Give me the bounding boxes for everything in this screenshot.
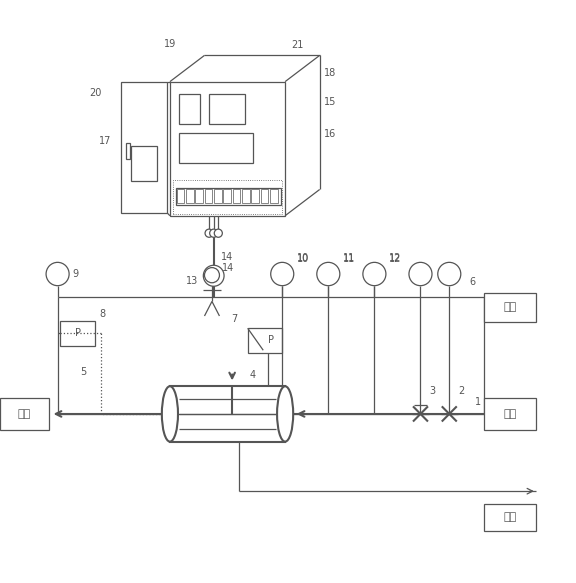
Ellipse shape: [162, 387, 178, 442]
Text: 21: 21: [291, 40, 303, 50]
Bar: [0, 398, 49, 430]
Bar: [214, 189, 222, 203]
Text: 10: 10: [297, 254, 309, 265]
Text: 蒸汽: 蒸汽: [503, 302, 517, 312]
Bar: [233, 189, 240, 203]
Bar: [205, 189, 213, 203]
Circle shape: [203, 265, 224, 286]
Text: 3: 3: [429, 385, 435, 396]
Circle shape: [204, 268, 219, 283]
Circle shape: [271, 262, 294, 286]
Text: 20: 20: [89, 88, 101, 99]
Bar: [223, 189, 231, 203]
Bar: [484, 398, 536, 430]
Text: 9: 9: [72, 269, 78, 279]
Bar: [177, 189, 184, 203]
Circle shape: [46, 262, 69, 286]
Text: 6: 6: [469, 277, 476, 287]
Text: 13: 13: [186, 276, 198, 286]
Text: 8: 8: [100, 309, 106, 319]
Text: 10: 10: [297, 252, 309, 263]
Text: 14: 14: [222, 263, 234, 273]
Text: 15: 15: [324, 97, 336, 107]
Bar: [179, 94, 200, 124]
Circle shape: [210, 229, 218, 237]
Bar: [484, 293, 536, 322]
Text: 11: 11: [343, 254, 355, 265]
Bar: [270, 189, 278, 203]
Text: 14: 14: [221, 251, 233, 262]
Text: 11: 11: [343, 252, 355, 263]
Bar: [170, 82, 285, 216]
Circle shape: [363, 262, 386, 286]
Text: 17: 17: [99, 136, 111, 146]
Text: 2: 2: [458, 385, 464, 396]
Circle shape: [205, 229, 213, 237]
Bar: [121, 82, 167, 213]
Text: 18: 18: [324, 68, 336, 78]
Bar: [173, 180, 282, 214]
Text: 液氯: 液氯: [503, 409, 517, 419]
Text: 5: 5: [81, 367, 87, 377]
Bar: [186, 189, 194, 203]
Text: 蒸汽: 蒸汽: [503, 512, 517, 522]
Circle shape: [409, 262, 432, 286]
Text: P: P: [268, 335, 274, 346]
Bar: [131, 146, 157, 181]
Bar: [484, 504, 536, 531]
Text: 12: 12: [389, 254, 401, 265]
Text: 4: 4: [249, 370, 256, 380]
Text: 氯气: 氯气: [18, 409, 31, 419]
Circle shape: [214, 229, 222, 237]
Circle shape: [317, 262, 340, 286]
Bar: [170, 386, 285, 442]
Bar: [126, 143, 130, 159]
Text: 19: 19: [164, 38, 176, 49]
Bar: [60, 321, 95, 346]
Bar: [179, 133, 253, 163]
Bar: [261, 189, 268, 203]
Ellipse shape: [277, 387, 293, 442]
Text: 7: 7: [232, 314, 238, 325]
Circle shape: [438, 262, 461, 286]
Bar: [242, 189, 249, 203]
Bar: [195, 189, 203, 203]
Text: 12: 12: [389, 252, 401, 263]
Text: P: P: [75, 328, 81, 339]
Bar: [176, 188, 281, 205]
Bar: [251, 189, 259, 203]
Bar: [248, 328, 282, 353]
Text: 16: 16: [324, 129, 336, 139]
Bar: [209, 94, 245, 124]
Text: 1: 1: [475, 397, 482, 408]
